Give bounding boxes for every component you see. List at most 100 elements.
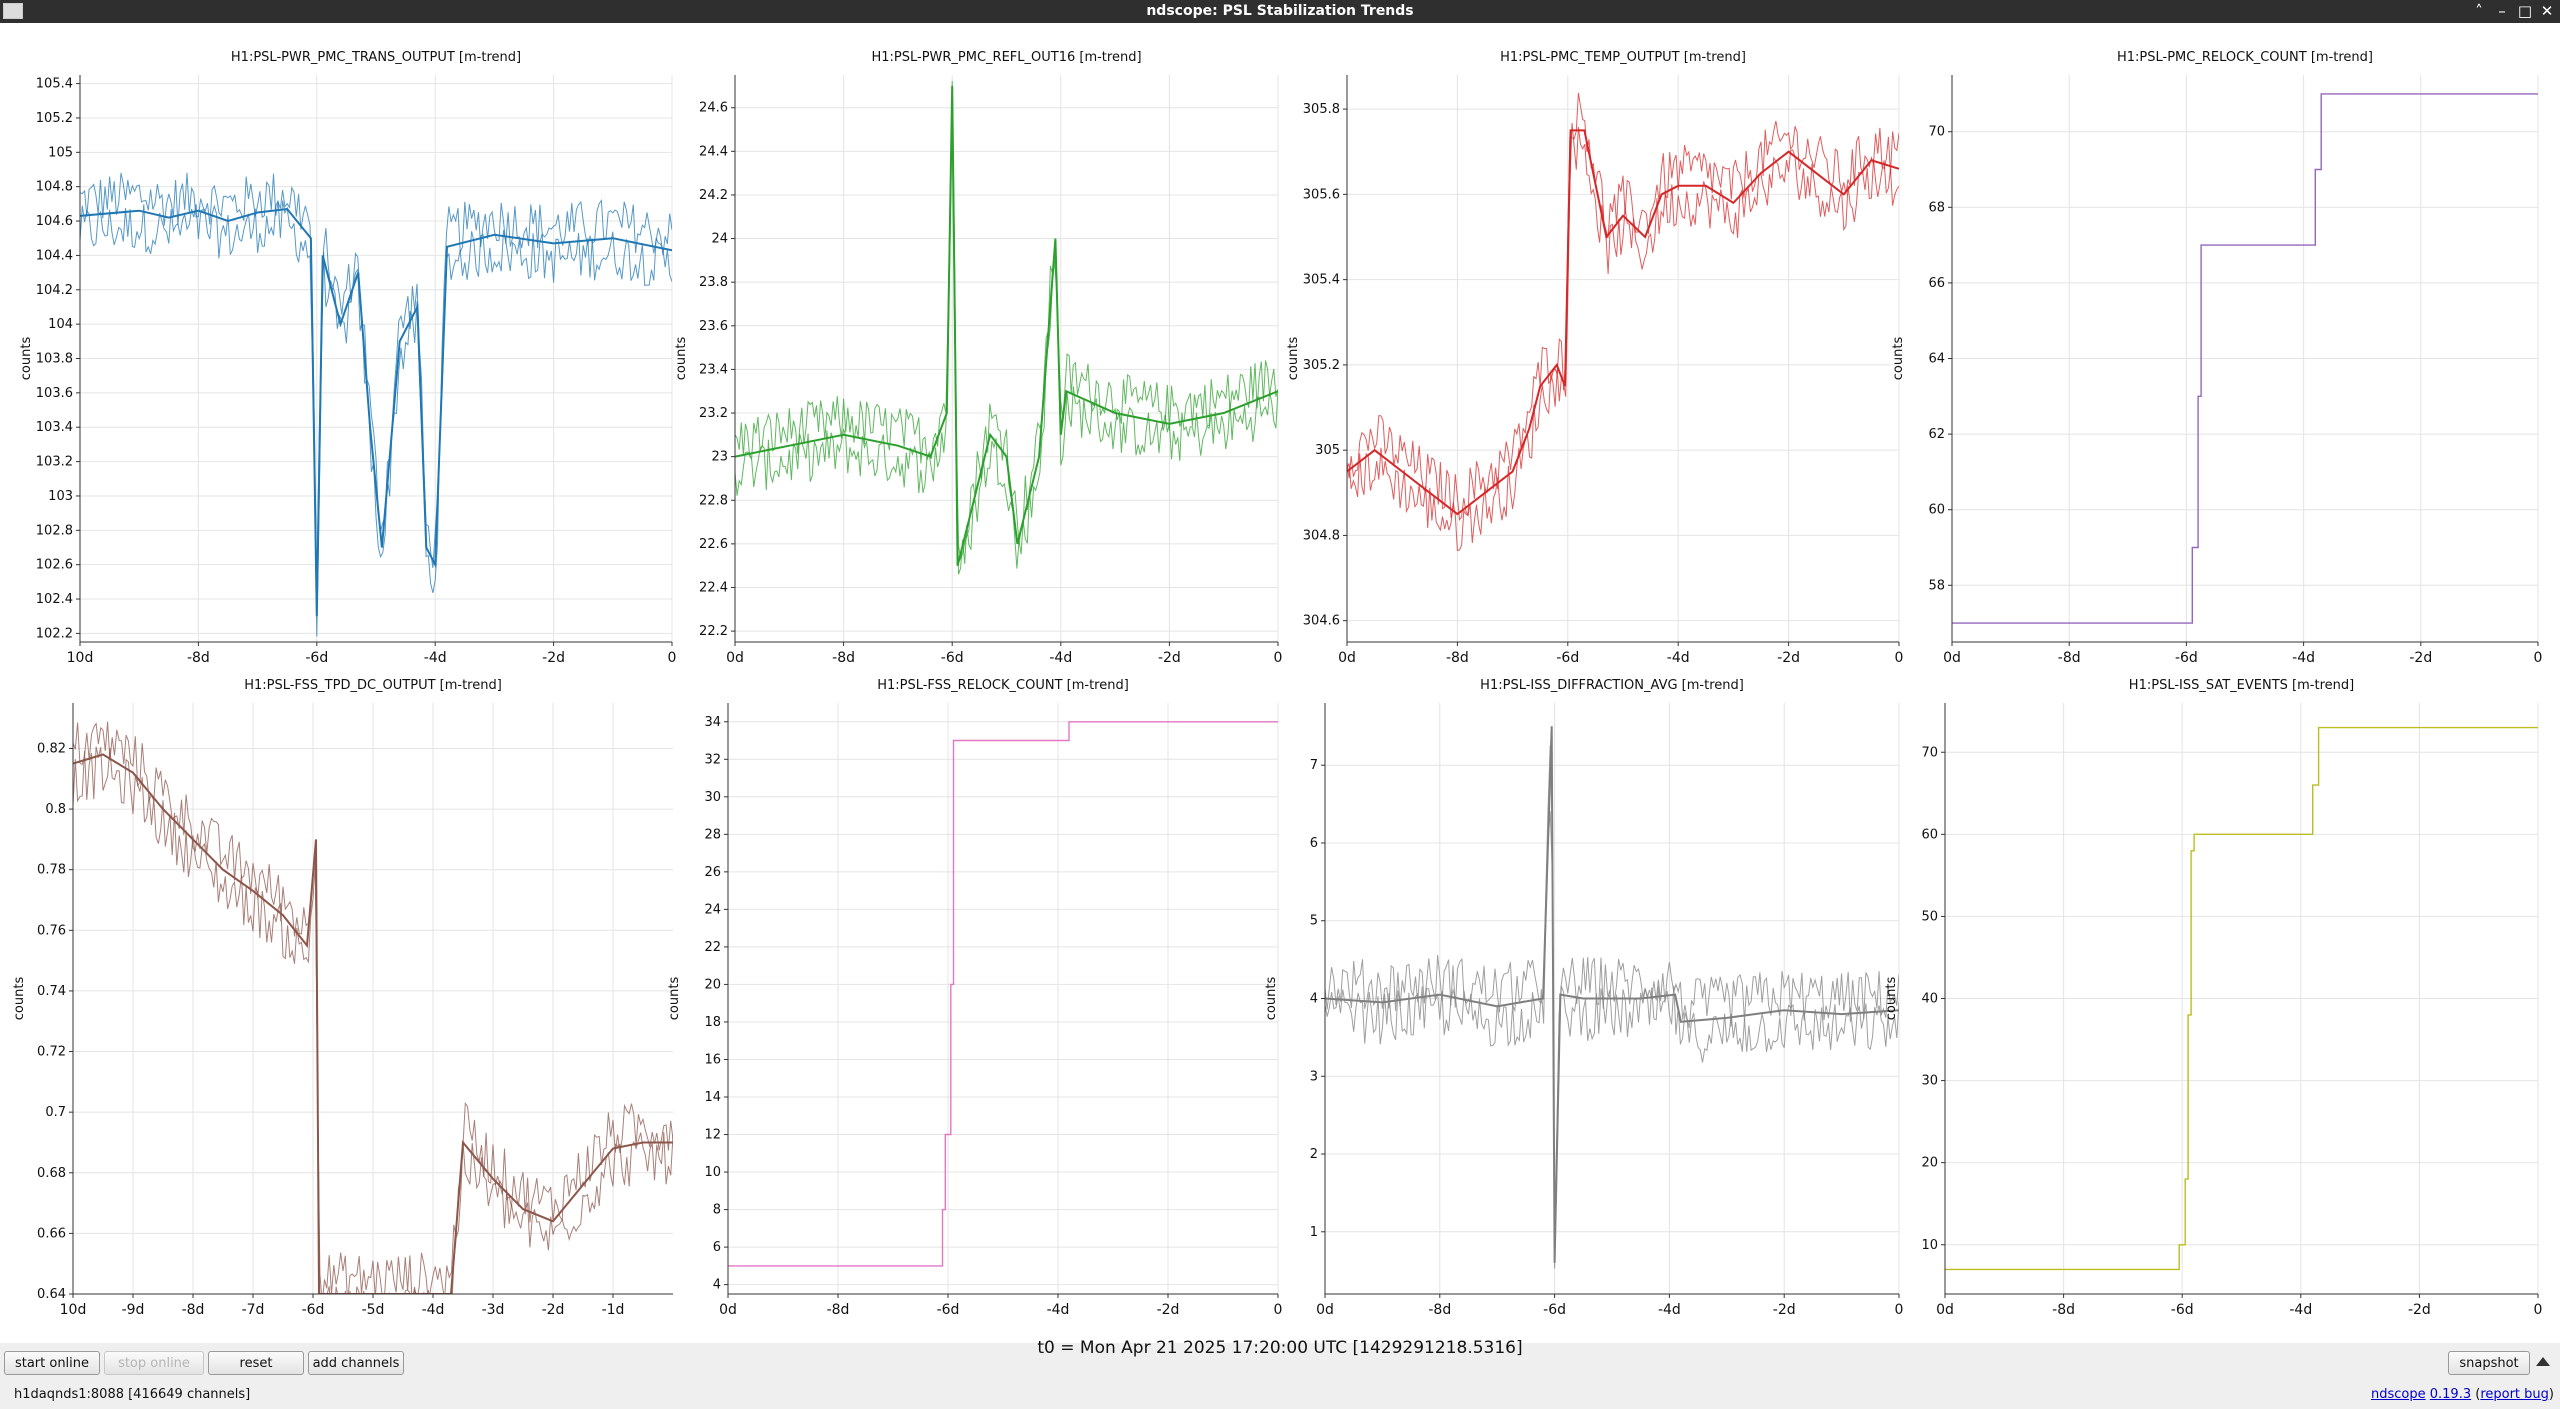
y-tick-label: 23: [711, 450, 728, 465]
snapshot-menu-arrow-icon[interactable]: [2536, 1357, 2550, 1366]
y-axis-label: counts: [674, 337, 689, 381]
chart-1[interactable]: 102.2 102.4 102.6 102.8 103 103.2 103.4 103.6 10…: [19, 50, 676, 666]
shade-window-button[interactable]: ˄: [2475, 2, 2483, 20]
app-icon: [3, 3, 23, 19]
chart-4[interactable]: 58 60 62 64 66 68 70 0d -8d -6d -4d -2d 0 H1:PSL-PMC_…: [1891, 50, 2542, 666]
y-tick-label: 0.82: [37, 741, 66, 756]
y-tick-label: 66: [1928, 276, 1945, 291]
y-tick-label: 0.78: [37, 863, 66, 878]
y-tick-label: 103.8: [36, 352, 73, 367]
series-mean-trace: [80, 207, 672, 617]
x-tick-label: 0d: [1936, 1302, 1954, 1318]
chart-2[interactable]: 22.2 22.4 22.6 22.8 23 23.2 23.4 23.6 23.8 24 24.2…: [674, 50, 1282, 666]
x-tick-label: -2d: [542, 650, 565, 666]
chart-5[interactable]: 0.64 0.66 0.68 0.7 0.72 0.74 0.76 0.78 0.8 0.82 10…: [12, 678, 673, 1336]
chart-title: H1:PSL-ISS_DIFFRACTION_AVG [m-trend]: [1480, 678, 1744, 693]
y-tick-label: 102.6: [36, 558, 73, 573]
y-tick-label: 24: [704, 902, 721, 917]
y-tick-label: 22: [704, 940, 721, 955]
y-tick-label: 50: [1921, 909, 1938, 924]
series-max-trace: [1347, 92, 1899, 522]
x-tick-label: -8d: [2058, 650, 2081, 666]
series-max-trace: [1325, 745, 1899, 1227]
y-tick-label: 8: [713, 1203, 721, 1218]
series-mean-trace: [1325, 726, 1899, 1263]
x-tick-label: 0d: [1943, 650, 1961, 666]
x-tick-label: -3d: [482, 1302, 505, 1318]
x-tick-label: -8d: [827, 1302, 850, 1318]
y-tick-label: 0.64: [37, 1287, 66, 1302]
y-tick-label: 105.2: [36, 111, 73, 126]
series-mean-trace: [73, 753, 673, 1294]
y-tick-label: 0.68: [37, 1166, 66, 1181]
y-tick-label: 23.4: [699, 362, 728, 377]
maximize-button[interactable]: □: [2517, 2, 2533, 20]
y-tick-label: 0.72: [37, 1045, 66, 1060]
grid: [1944, 703, 2539, 1294]
report-bug-link[interactable]: report bug: [2480, 1387, 2549, 1402]
y-tick-label: 22.2: [699, 624, 728, 639]
y-axis-label: counts: [1286, 337, 1301, 381]
chart-7[interactable]: 1 2 3 4 5 6 7 0d -8d -6d -4d -2d 0 H1:PSL-ISS_DIFFRAC…: [1264, 678, 1903, 1318]
stop-online-button[interactable]: stop online: [104, 1351, 204, 1375]
reset-button[interactable]: reset: [208, 1351, 304, 1375]
grid: [727, 703, 1279, 1294]
y-tick-label: 104.6: [36, 214, 73, 229]
x-tick-label: -6d: [941, 650, 964, 666]
x-tick-label: -9d: [122, 1302, 145, 1318]
x-tick-label: 0: [1895, 650, 1904, 666]
grid: [1951, 75, 2539, 642]
y-tick-label: 104: [48, 317, 73, 332]
x-tick-label: -4d: [2292, 650, 2315, 666]
y-tick-label: 70: [1921, 745, 1938, 760]
x-tick-label: -8d: [832, 650, 855, 666]
chart-8[interactable]: 10 20 30 40 50 60 70 0d -8d -6d -4d -2d 0 H1:PSL-ISS_…: [1884, 678, 2542, 1318]
minimize-button[interactable]: –: [2498, 2, 2506, 20]
series-min-trace: [735, 96, 1278, 575]
y-tick-label: 70: [1928, 125, 1945, 140]
chart-6[interactable]: 4 6 8 10 12 14 16 18 20 22 24 26 28 30 32 34 0d -8d -6d -4d…: [667, 678, 1282, 1318]
y-tick-label: 28: [704, 827, 721, 842]
y-tick-label: 14: [704, 1090, 721, 1105]
x-tick-label: -2d: [542, 1302, 565, 1318]
chart-title: H1:PSL-FSS_RELOCK_COUNT [m-trend]: [877, 678, 1129, 693]
y-axis-label: counts: [19, 337, 34, 381]
x-tick-label: -2d: [1777, 650, 1800, 666]
y-tick-label: 6: [713, 1240, 721, 1255]
y-tick-label: 7: [1310, 758, 1318, 773]
x-tick-label: -6d: [1556, 650, 1579, 666]
y-tick-label: 40: [1921, 992, 1938, 1007]
y-tick-label: 4: [1310, 992, 1318, 1007]
y-tick-label: 18: [704, 1015, 721, 1030]
y-tick-label: 104.2: [36, 283, 73, 298]
y-tick-label: 102.4: [36, 592, 73, 607]
chart-3[interactable]: 304.6 304.8 305 305.2 305.4 305.6 305.8 0d -8d -6…: [1286, 50, 1903, 666]
y-tick-label: 58: [1928, 578, 1945, 593]
version-link[interactable]: 0.19.3: [2429, 1387, 2472, 1402]
y-tick-label: 60: [1928, 503, 1945, 518]
chart-title: H1:PSL-PWR_PMC_REFL_OUT16 [m-trend]: [871, 50, 1141, 65]
plot-grid: 102.2102.4102.6102.8103103.2103.4103.610…: [12, 50, 2542, 1336]
y-tick-label: 103: [48, 489, 73, 504]
y-tick-label: 103.2: [36, 455, 73, 470]
y-tick-label: 30: [1921, 1074, 1938, 1089]
x-tick-label: -8d: [1446, 650, 1469, 666]
title-bar: ndscope: PSL Stabilization Trends ˄ – □ …: [0, 0, 2560, 23]
series-mean-trace: [735, 85, 1278, 566]
x-tick-label: -8d: [2052, 1302, 2075, 1318]
close-window-button[interactable]: ✕: [2540, 2, 2554, 20]
x-tick-label: 0: [1895, 1302, 1904, 1318]
x-tick-label: -6d: [2175, 650, 2198, 666]
x-tick-label: -4d: [1047, 1302, 1070, 1318]
x-tick-label: 0d: [1338, 650, 1356, 666]
add-channels-button[interactable]: add channels: [308, 1351, 404, 1375]
start-online-button[interactable]: start online: [4, 1351, 100, 1375]
snapshot-button[interactable]: snapshot: [2448, 1351, 2530, 1375]
y-tick-label: 23.6: [699, 319, 728, 334]
ndscope-link[interactable]: ndscope: [2370, 1387, 2426, 1402]
x-tick-label: -8d: [182, 1302, 205, 1318]
y-tick-label: 3: [1310, 1069, 1318, 1084]
window-title: ndscope: PSL Stabilization Trends: [1146, 3, 1414, 19]
y-tick-label: 6: [1310, 836, 1318, 851]
x-tick-label: -6d: [1543, 1302, 1566, 1318]
